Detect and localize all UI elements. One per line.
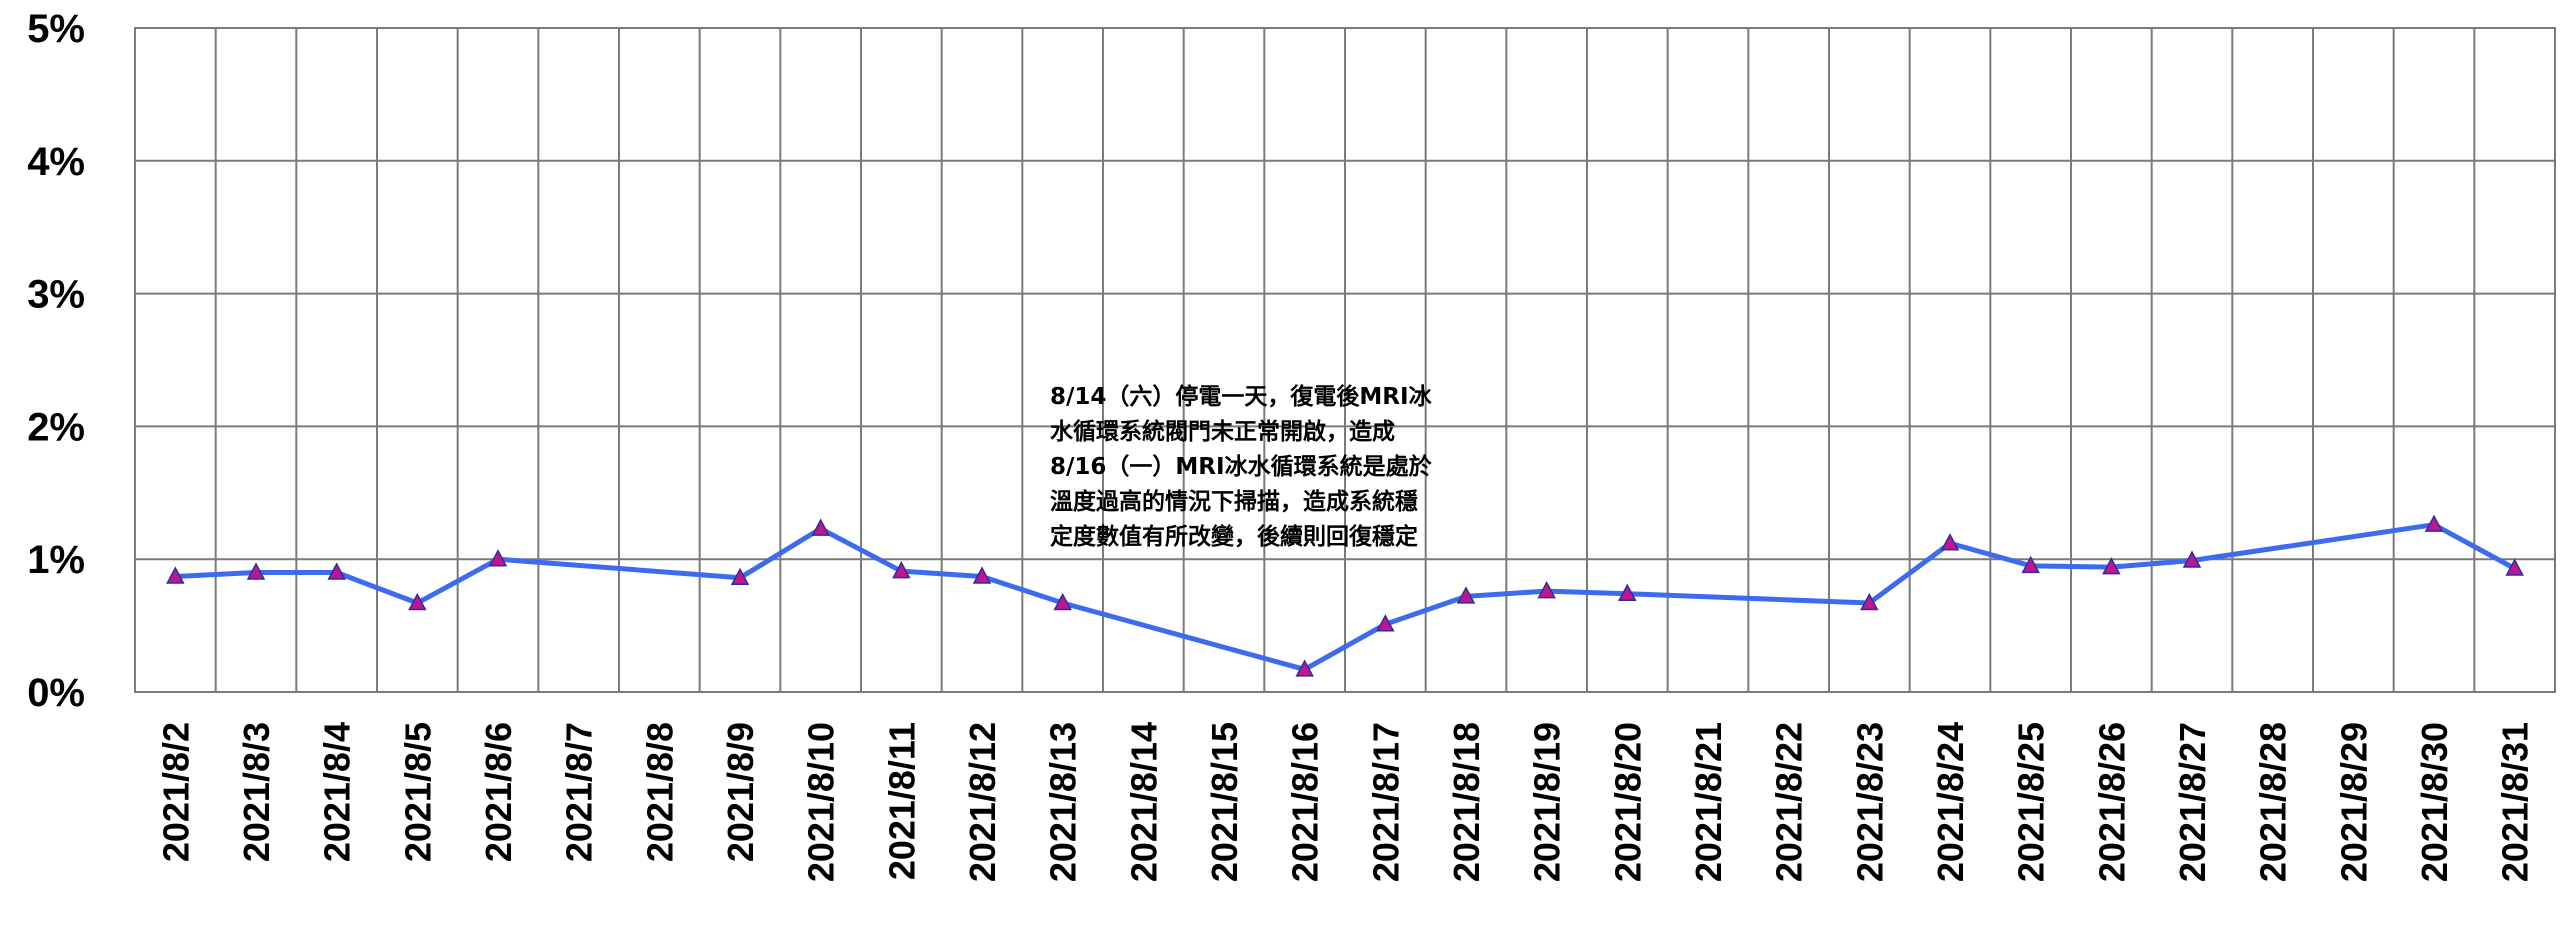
- x-tick-label: 2021/8/8: [639, 722, 680, 862]
- x-tick-label: 2021/8/22: [1769, 722, 1810, 882]
- data-point-marker: [1618, 583, 1637, 601]
- x-tick-label: 2021/8/27: [2172, 722, 2213, 882]
- y-tick-label: 3%: [27, 273, 85, 317]
- data-point-marker: [2424, 514, 2444, 532]
- annotation-line-1: 8/14（六）停電一天，復電後MRI冰: [1050, 384, 1432, 410]
- y-axis-tick-labels: 0% 1% 2% 3% 4% 5%: [27, 7, 85, 715]
- series-line: [175, 522, 2516, 672]
- x-tick-label: 2021/8/9: [720, 722, 761, 862]
- data-point-marker: [2505, 558, 2524, 576]
- data-point-marker: [408, 592, 427, 611]
- y-tick-label: 0%: [27, 671, 85, 715]
- x-tick-label: 2021/8/31: [2495, 722, 2536, 882]
- data-point-marker: [246, 562, 266, 580]
- x-tick-label: 2021/8/24: [1930, 722, 1971, 882]
- annotation-line-3: 8/16（一）MRI冰水循環系統是處於: [1050, 454, 1432, 480]
- y-tick-label: 2%: [27, 405, 85, 449]
- x-axis-tick-labels: 2021/8/2 2021/8/3 2021/8/4 2021/8/5 2021/8/6…: [155, 722, 2535, 882]
- x-tick-label: 2021/8/17: [1365, 722, 1406, 882]
- data-point-marker: [1456, 586, 1476, 604]
- x-tick-label: 2021/8/29: [2333, 722, 2374, 882]
- data-point-marker: [1053, 592, 1072, 611]
- x-tick-label: 2021/8/4: [317, 722, 358, 862]
- x-tick-label: 2021/8/10: [801, 722, 842, 882]
- x-tick-label: 2021/8/7: [559, 722, 600, 862]
- data-point-marker: [892, 561, 911, 579]
- x-tick-label: 2021/8/19: [1527, 722, 1568, 882]
- annotation-line-5: 定度數值有所改變，後續則回復穩定: [1050, 524, 1418, 550]
- data-point-marker: [2102, 557, 2121, 575]
- grid-lines: [134, 27, 2556, 693]
- annotation-line-4: 溫度過高的情況下掃描，造成系統穩: [1050, 489, 1418, 515]
- data-point-marker: [2182, 550, 2202, 568]
- y-tick-label: 5%: [27, 7, 85, 51]
- data-point-marker: [327, 562, 346, 580]
- x-tick-label: 2021/8/20: [1607, 722, 1648, 882]
- x-tick-label: 2021/8/6: [478, 722, 519, 862]
- data-point-marker: [2021, 555, 2040, 574]
- x-tick-label: 2021/8/26: [2091, 722, 2132, 882]
- x-tick-label: 2021/8/2: [155, 722, 196, 862]
- data-point-marker: [972, 566, 992, 584]
- data-point-marker: [1537, 580, 1556, 599]
- x-tick-label: 2021/8/12: [962, 722, 1003, 882]
- x-tick-label: 2021/8/18: [1446, 722, 1487, 882]
- x-tick-label: 2021/8/14: [1123, 722, 1164, 882]
- x-tick-label: 2021/8/13: [1043, 722, 1084, 882]
- chart-annotation: 8/14（六）停電一天，復電後MRI冰 水循環系統閥門未正常開啟，造成 8/16…: [1050, 380, 1610, 555]
- x-tick-label: 2021/8/23: [1849, 722, 1890, 882]
- x-tick-label: 2021/8/3: [236, 722, 277, 862]
- data-point-marker: [730, 567, 750, 586]
- data-series: [166, 514, 2524, 677]
- annotation-line-2: 水循環系統閥門未正常開啟，造成: [1050, 419, 1395, 445]
- x-tick-label: 2021/8/25: [2011, 722, 2052, 882]
- x-tick-label: 2021/8/21: [1688, 722, 1729, 882]
- data-point-marker: [1860, 592, 1879, 611]
- x-tick-label: 2021/8/16: [1285, 722, 1326, 882]
- x-tick-label: 2021/8/28: [2253, 722, 2294, 882]
- x-tick-label: 2021/8/11: [881, 722, 922, 880]
- y-tick-label: 4%: [27, 140, 85, 184]
- data-point-marker: [1940, 533, 1960, 551]
- data-point-marker: [1376, 614, 1395, 632]
- x-tick-label: 2021/8/15: [1204, 722, 1245, 882]
- y-tick-label: 1%: [27, 538, 85, 582]
- x-tick-label: 2021/8/30: [2414, 722, 2455, 882]
- data-point-marker: [811, 518, 830, 536]
- data-point-marker: [166, 566, 185, 584]
- x-tick-label: 2021/8/5: [397, 722, 438, 862]
- data-point-marker: [488, 549, 508, 567]
- data-point-marker: [1295, 659, 1314, 677]
